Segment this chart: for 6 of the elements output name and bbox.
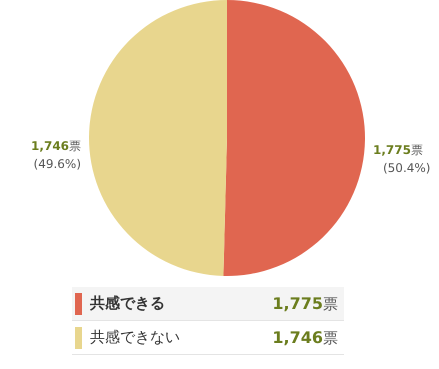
legend-label: 共感できない xyxy=(90,328,181,347)
legend-label: 共感できる xyxy=(90,294,166,313)
data-label: 1,775票 (50.4%) xyxy=(372,143,430,176)
text: 1,746票 xyxy=(272,328,338,346)
text: 1,775票 xyxy=(272,294,338,312)
data-label: 1,746票 (49.6%) xyxy=(31,139,82,172)
